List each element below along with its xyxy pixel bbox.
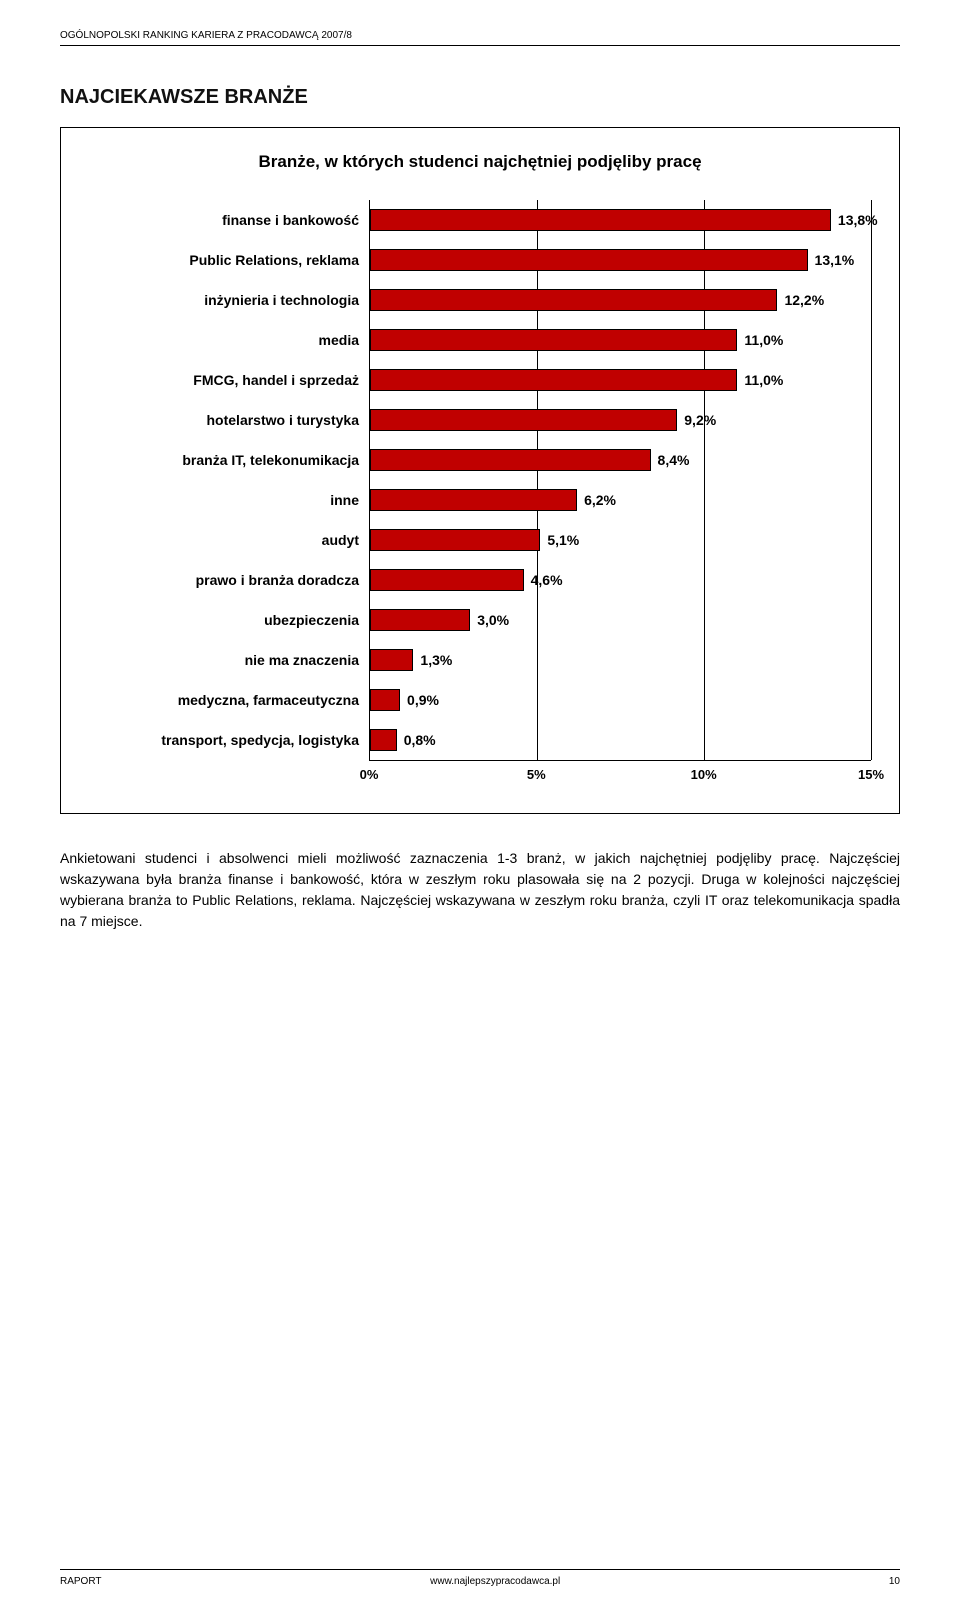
chart-row-label: Public Relations, reklama (89, 240, 369, 280)
chart-bar-value: 13,1% (807, 252, 855, 268)
chart-bar-value: 13,8% (830, 212, 878, 228)
chart-bar-value: 9,2% (676, 412, 716, 428)
footer-right: 10 (889, 1576, 900, 1587)
chart-bar-value: 0,9% (399, 692, 439, 708)
chart-bar-value: 5,1% (539, 532, 579, 548)
chart-bar: 6,2% (370, 489, 577, 511)
chart-bar: 3,0% (370, 609, 470, 631)
footer-left: RAPORT (60, 1576, 102, 1587)
chart-row: 9,2% (370, 400, 871, 440)
chart-bar-value: 11,0% (736, 372, 783, 388)
chart-x-axis: 0%5%10%15% (369, 761, 871, 785)
chart-row: 1,3% (370, 640, 871, 680)
x-tick-label: 0% (360, 767, 379, 782)
chart-row: 13,8% (370, 200, 871, 240)
footer-center: www.najlepszypracodawca.pl (430, 1576, 560, 1587)
chart-row: 3,0% (370, 600, 871, 640)
chart-row-label: hotelarstwo i turystyka (89, 400, 369, 440)
chart-bar-value: 4,6% (523, 572, 563, 588)
x-tick-label: 5% (527, 767, 546, 782)
chart-row-label: prawo i branża doradcza (89, 560, 369, 600)
chart-bar: 9,2% (370, 409, 677, 431)
page-header: OGÓLNOPOLSKI RANKING KARIERA Z PRACODAWC… (60, 30, 900, 46)
chart-bar-value: 3,0% (469, 612, 509, 628)
chart-bar: 12,2% (370, 289, 777, 311)
chart-row-label: medyczna, farmaceutyczna (89, 680, 369, 720)
chart-row: 6,2% (370, 480, 871, 520)
chart-row: 4,6% (370, 560, 871, 600)
chart-container: Branże, w których studenci najchętniej p… (60, 127, 900, 814)
chart-bar-value: 6,2% (576, 492, 616, 508)
x-tick-label: 15% (858, 767, 884, 782)
chart-row-label: branża IT, telekonumikacja (89, 440, 369, 480)
chart-bar-value: 0,8% (396, 732, 436, 748)
chart-bar: 11,0% (370, 329, 737, 351)
chart-bar: 8,4% (370, 449, 651, 471)
chart-row: 13,1% (370, 240, 871, 280)
chart-row-label: ubezpieczenia (89, 600, 369, 640)
chart-row: 5,1% (370, 520, 871, 560)
x-tick-label: 10% (691, 767, 717, 782)
chart-bar: 5,1% (370, 529, 540, 551)
chart-row: 0,8% (370, 720, 871, 760)
chart-area: finanse i bankowośćPublic Relations, rek… (89, 200, 871, 761)
chart-bar: 1,3% (370, 649, 413, 671)
chart-bar-value: 11,0% (736, 332, 783, 348)
chart-row: 11,0% (370, 360, 871, 400)
chart-bar-value: 8,4% (650, 452, 690, 468)
chart-row: 12,2% (370, 280, 871, 320)
chart-row-label: audyt (89, 520, 369, 560)
chart-row: 0,9% (370, 680, 871, 720)
chart-bar: 13,1% (370, 249, 808, 271)
chart-row-label: inżynieria i technologia (89, 280, 369, 320)
body-paragraph: Ankietowani studenci i absolwenci mieli … (60, 848, 900, 932)
chart-row-label: media (89, 320, 369, 360)
chart-bar: 11,0% (370, 369, 737, 391)
chart-bar: 13,8% (370, 209, 831, 231)
section-title: NAJCIEKAWSZE BRANŻE (60, 86, 900, 109)
chart-row-label: finanse i bankowość (89, 200, 369, 240)
chart-row: 11,0% (370, 320, 871, 360)
chart-row-label: inne (89, 480, 369, 520)
chart-bar: 0,9% (370, 689, 400, 711)
chart-row-label: FMCG, handel i sprzedaż (89, 360, 369, 400)
chart-bar-value: 12,2% (776, 292, 824, 308)
chart-plot: 13,8%13,1%12,2%11,0%11,0%9,2%8,4%6,2%5,1… (369, 200, 871, 761)
chart-bar-value: 1,3% (412, 652, 452, 668)
chart-title: Branże, w których studenci najchętniej p… (89, 152, 871, 172)
chart-row: 8,4% (370, 440, 871, 480)
chart-y-labels: finanse i bankowośćPublic Relations, rek… (89, 200, 369, 761)
gridline (871, 200, 872, 760)
page-footer: RAPORT www.najlepszypracodawca.pl 10 (60, 1569, 900, 1587)
chart-bar: 0,8% (370, 729, 397, 751)
chart-row-label: nie ma znaczenia (89, 640, 369, 680)
chart-bar: 4,6% (370, 569, 524, 591)
chart-row-label: transport, spedycja, logistyka (89, 720, 369, 760)
